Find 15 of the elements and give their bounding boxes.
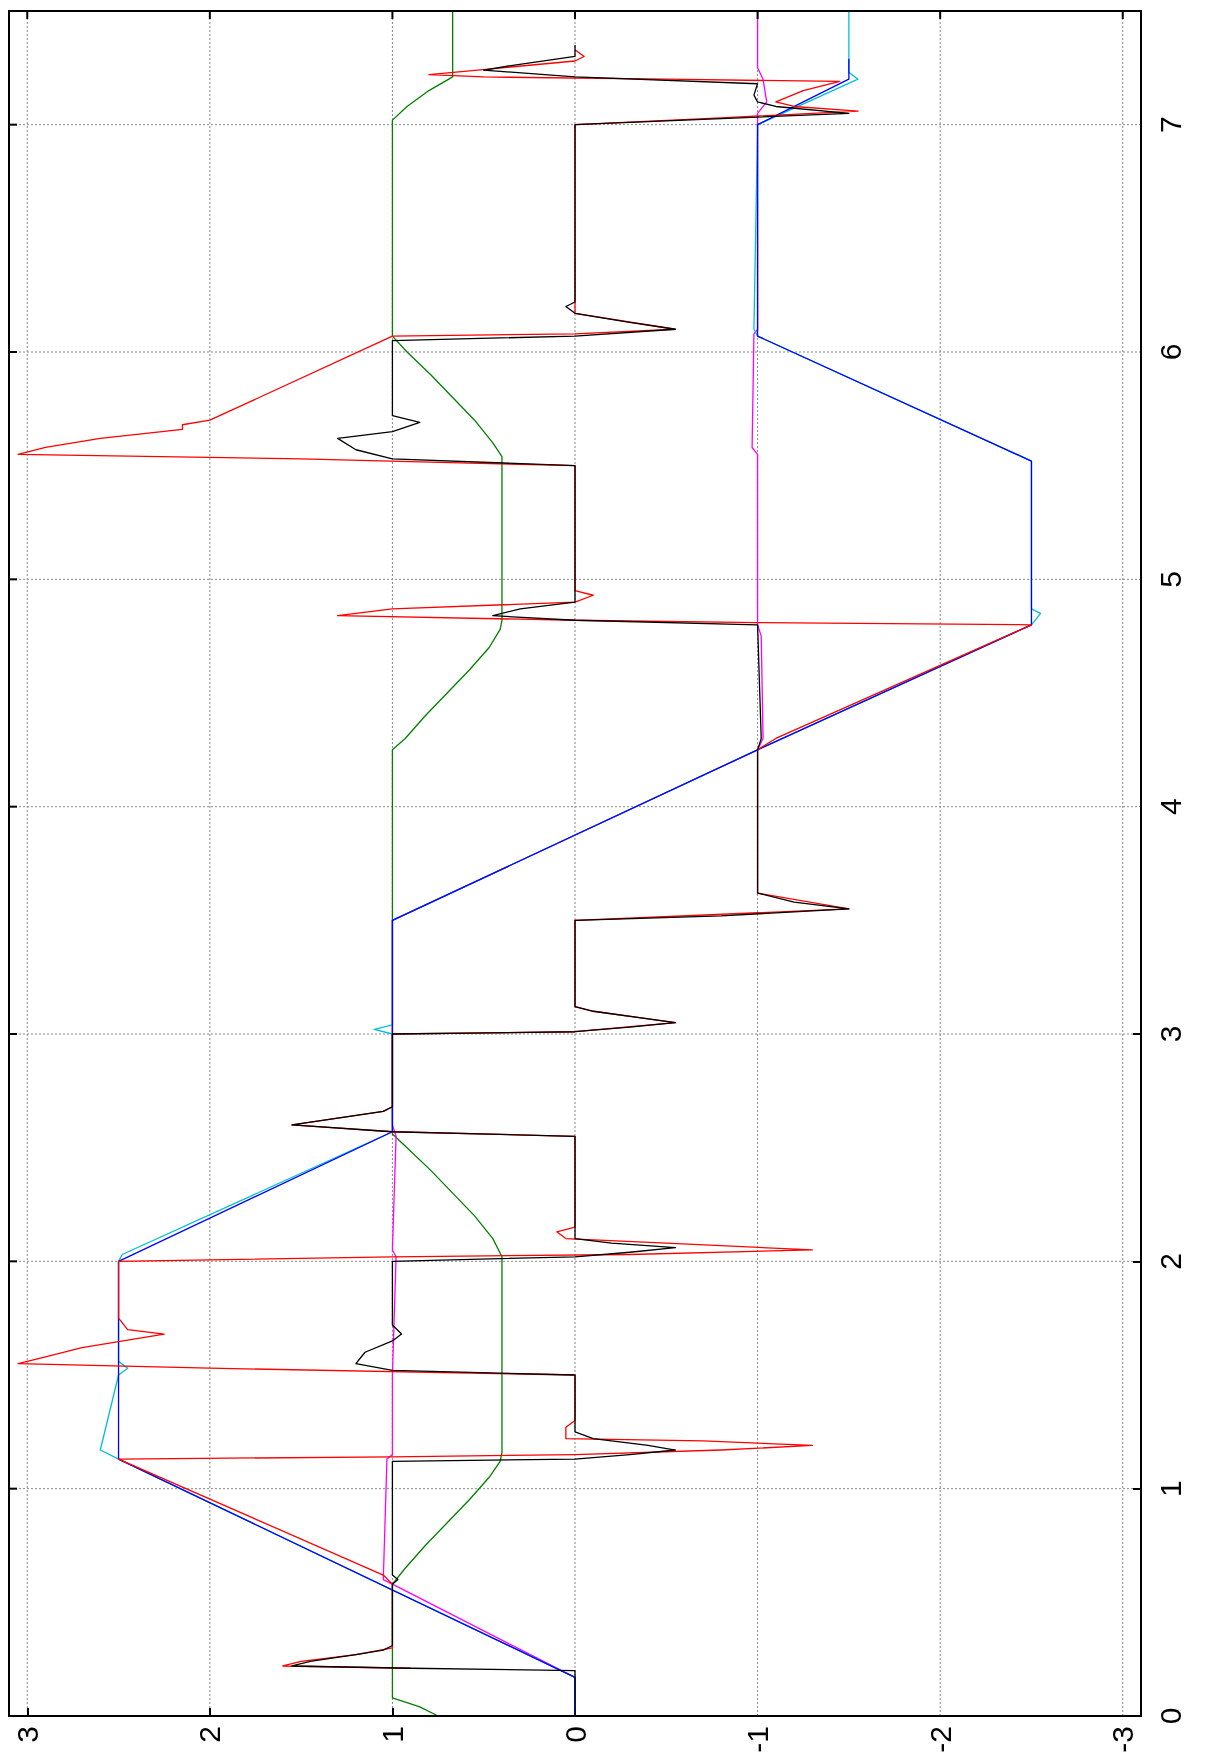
y-tick-label: 3 (1153, 1025, 1187, 1043)
y-tick-label: 6 (1153, 343, 1187, 361)
y-tick-label: 1 (1153, 1480, 1187, 1498)
x-tick-label: 0 (558, 1726, 592, 1743)
y-tick-label: 0 (1153, 1707, 1187, 1725)
x-tick-label: 3 (10, 1726, 44, 1743)
x-tick-label: 1 (375, 1726, 409, 1743)
x-tick-label: -3 (1106, 1726, 1140, 1753)
x-tick-label: -1 (741, 1726, 775, 1753)
x-tick-label: -2 (923, 1726, 957, 1753)
y-tick-label: 5 (1153, 570, 1187, 588)
y-tick-label: 2 (1153, 1252, 1187, 1270)
y-tick-label: 7 (1153, 116, 1187, 134)
x-tick-label: 2 (193, 1726, 227, 1743)
y-tick-label: 4 (1153, 798, 1187, 816)
